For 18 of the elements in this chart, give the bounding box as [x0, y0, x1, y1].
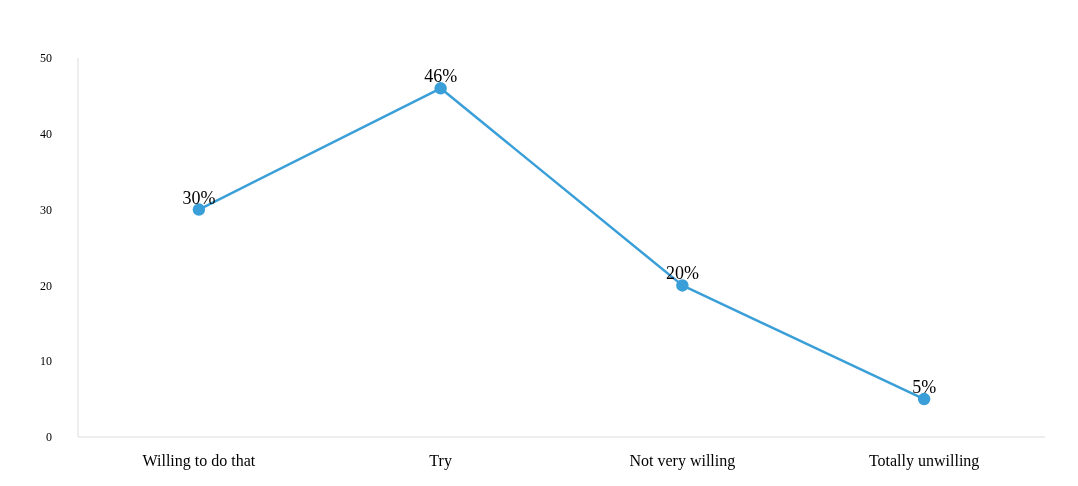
point	[192, 203, 206, 216]
point	[434, 82, 447, 95]
point	[917, 392, 931, 406]
y-tick-label: 0	[46, 430, 52, 445]
x-tick-label: Try	[429, 452, 452, 471]
x-tick-label: Totally unwilling	[868, 452, 980, 471]
y-tick-label: 50	[40, 51, 52, 66]
data-label: 46%	[424, 66, 458, 87]
data-label: 20%	[665, 263, 699, 284]
y-tick-label: 10	[40, 354, 52, 369]
y-tick-label: 40	[40, 127, 52, 142]
point	[676, 279, 689, 292]
y-tick-label: 30	[40, 202, 52, 217]
x-tick-label: Willing to do that	[142, 452, 256, 471]
data-label: 5%	[912, 377, 937, 398]
data-label: 30%	[182, 187, 216, 208]
x-tick-label: Not very willing	[629, 452, 736, 471]
y-tick-label: 20	[40, 278, 52, 293]
